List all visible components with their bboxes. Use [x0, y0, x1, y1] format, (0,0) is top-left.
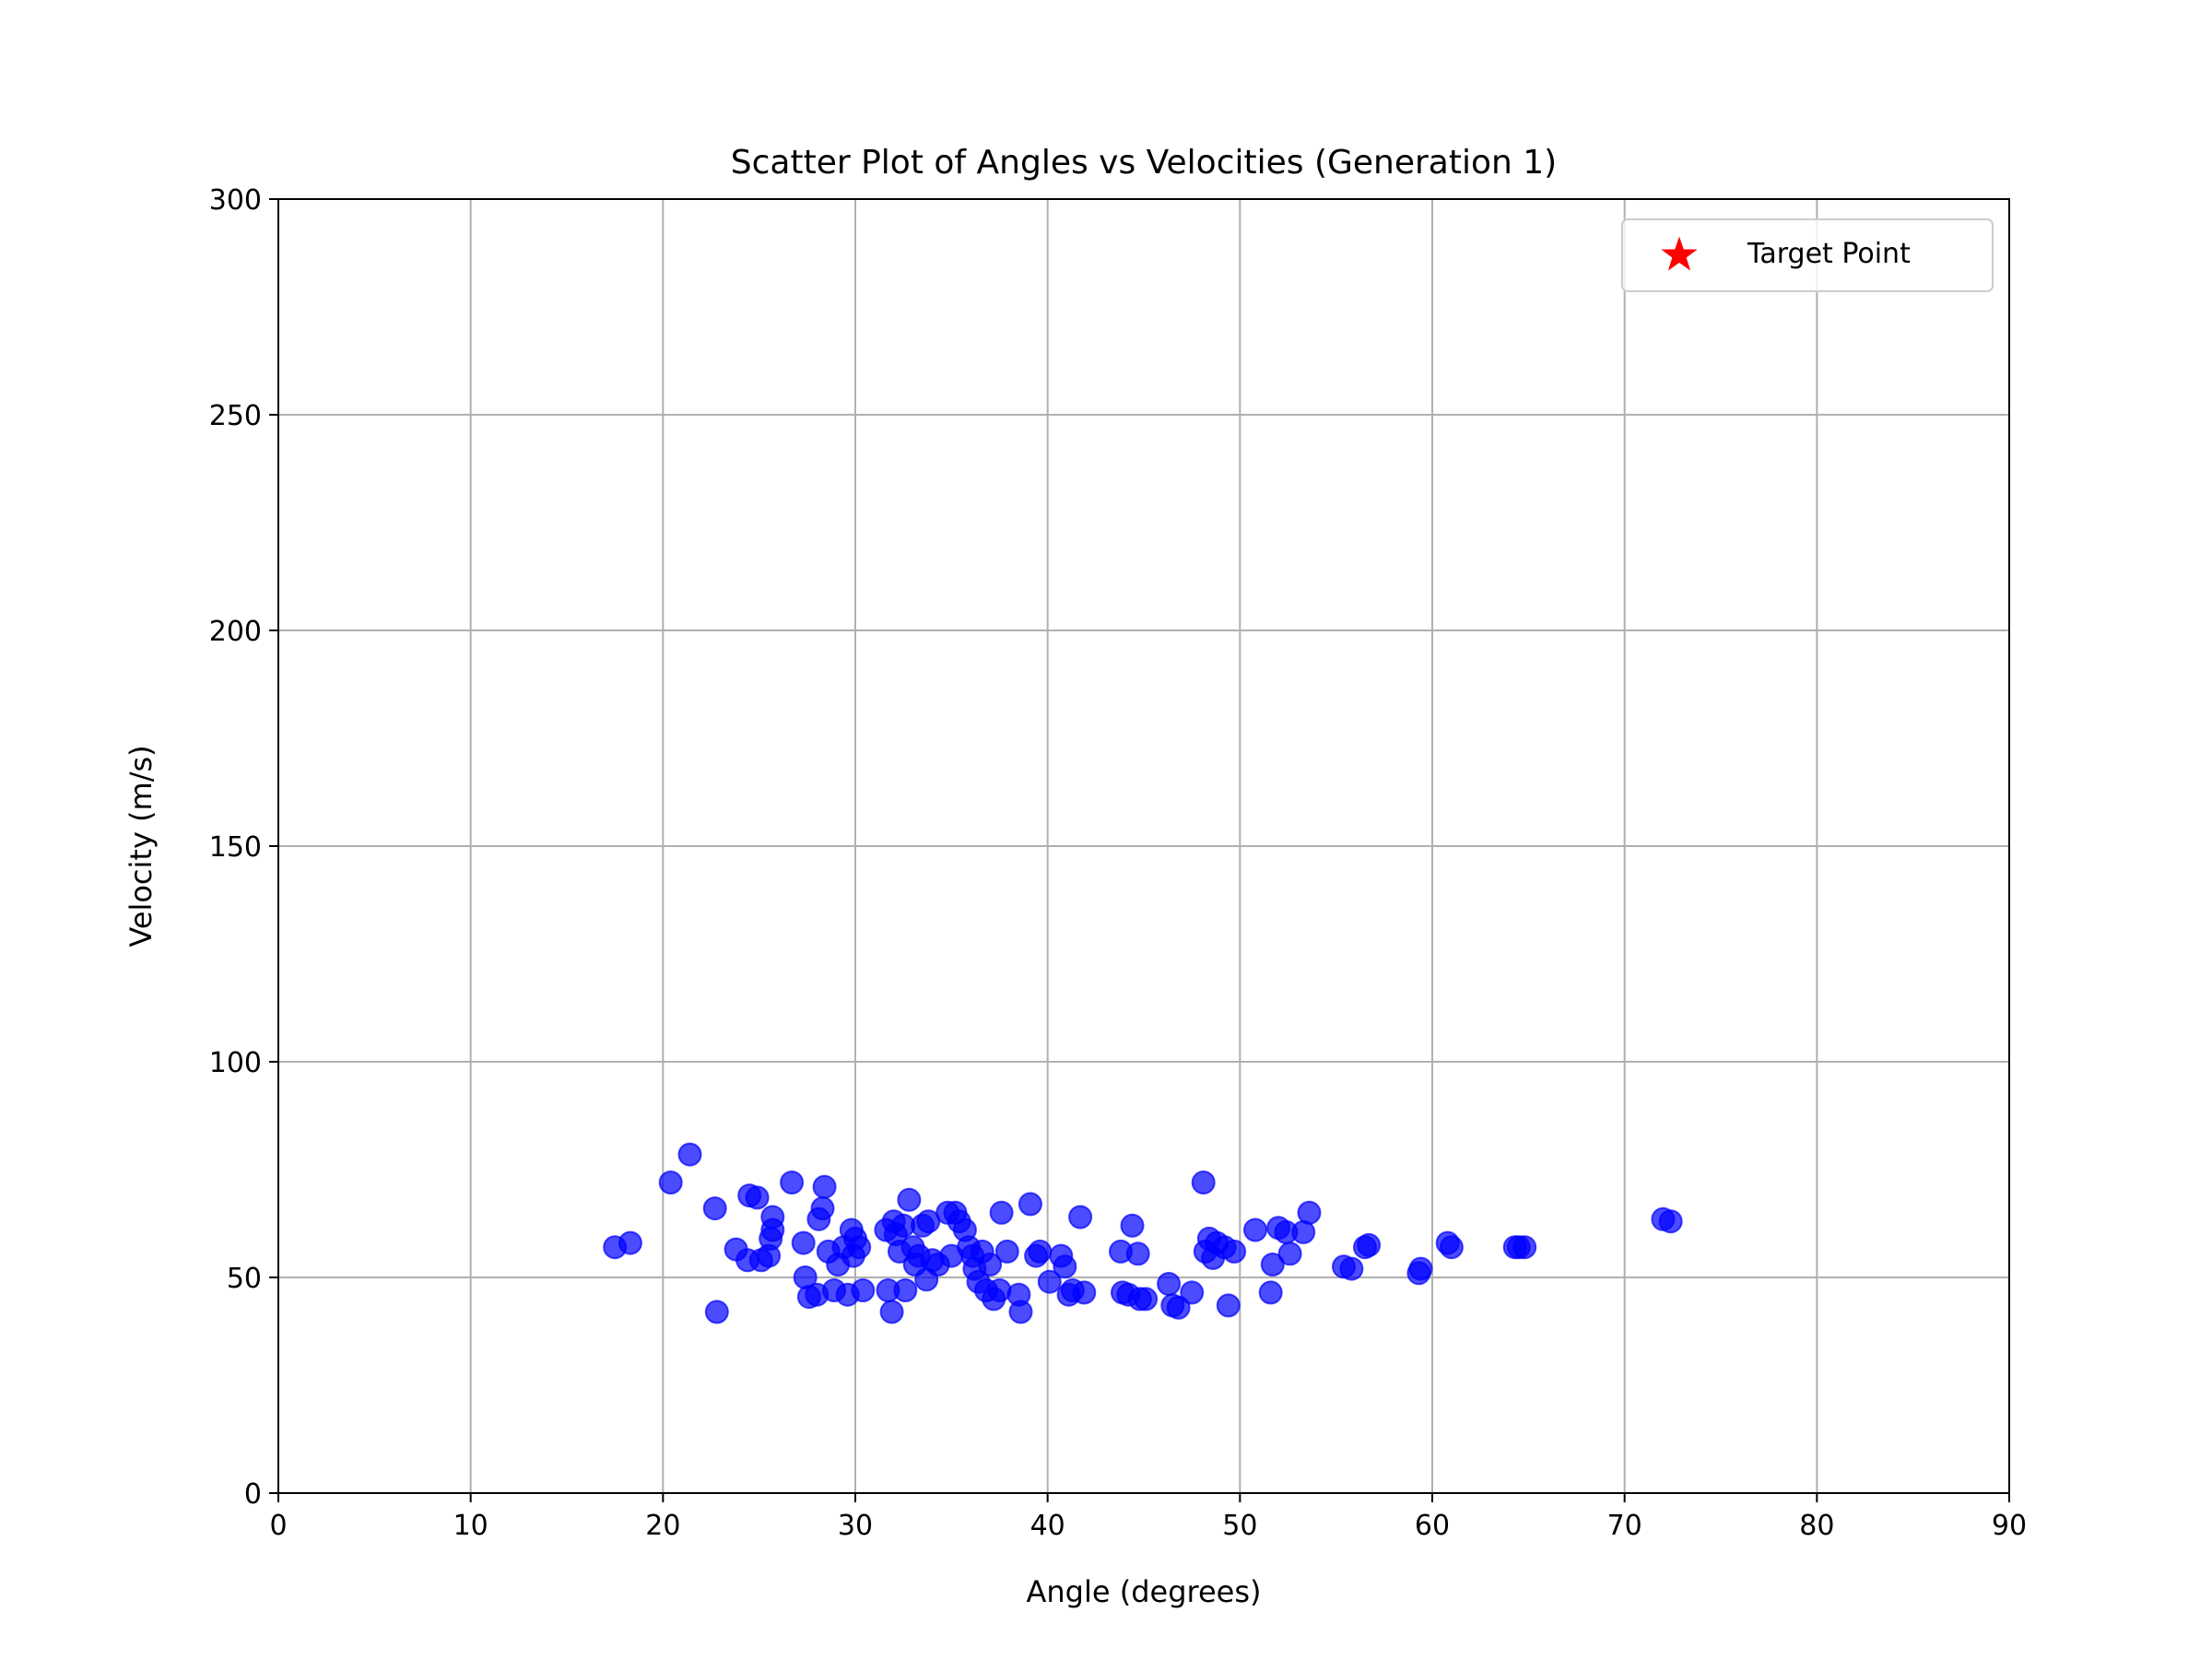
legend-label-target-point: Target Point	[1747, 238, 1911, 270]
scatter-point	[1439, 1235, 1464, 1260]
scatter-point	[1018, 1192, 1042, 1217]
scatter-point	[879, 1300, 904, 1324]
y-tick-label: 150	[209, 831, 262, 864]
x-tick-label: 40	[1030, 1510, 1065, 1542]
x-tick-label: 60	[1415, 1510, 1450, 1542]
scatter-point	[1191, 1171, 1216, 1194]
scatter-point	[618, 1230, 642, 1255]
scatter-point	[1258, 1280, 1283, 1305]
scatter-point	[1222, 1239, 1247, 1264]
scatter-point	[989, 1200, 1014, 1225]
scatter-point	[791, 1230, 816, 1255]
axis-ticks: 0 10 20 30 40 50 60 70 80 90 0 50 100 150 200 250 300	[209, 184, 2027, 1542]
y-tick-label: 100	[209, 1047, 262, 1079]
scatter-point	[994, 1239, 1019, 1264]
x-tick-label: 10	[453, 1510, 488, 1542]
scatter-point	[780, 1171, 805, 1194]
scatter-point	[978, 1253, 1003, 1277]
x-tick-label: 50	[1222, 1510, 1257, 1542]
scatter-point	[702, 1196, 727, 1221]
scatter-point	[1166, 1295, 1191, 1320]
scatter-point	[1512, 1235, 1537, 1260]
x-tick-label: 80	[1799, 1510, 1834, 1542]
scatter-point	[810, 1196, 835, 1221]
scatter-point	[893, 1278, 918, 1302]
x-tick-label: 90	[1992, 1510, 2027, 1542]
scatter-point	[677, 1142, 702, 1167]
scatter-point	[658, 1171, 683, 1194]
scatter-point	[1037, 1269, 1062, 1294]
legend-box	[1621, 218, 1994, 292]
x-tick-label: 0	[269, 1510, 287, 1542]
scatter-point	[987, 1278, 1012, 1302]
scatter-point	[1357, 1232, 1382, 1257]
scatter-point	[1072, 1280, 1097, 1305]
y-tick-label: 200	[209, 616, 262, 648]
scatter-point	[847, 1235, 872, 1260]
scatter-point	[745, 1185, 770, 1210]
scatter-point	[1125, 1241, 1150, 1266]
scatter-point	[897, 1187, 922, 1212]
scatter-point	[1134, 1287, 1159, 1312]
scatter-point	[1243, 1218, 1267, 1242]
x-tick-label: 30	[838, 1510, 873, 1542]
legend: Target Point	[1621, 218, 1994, 292]
scatter-point	[1028, 1239, 1053, 1264]
target-point-star-icon	[1661, 236, 1698, 271]
scatter-point	[812, 1174, 837, 1199]
x-tick-label: 70	[1607, 1510, 1642, 1542]
y-tick-label: 300	[209, 184, 262, 217]
scatter-point	[1339, 1256, 1364, 1281]
scatter-point	[1157, 1272, 1182, 1296]
scatter-point	[1408, 1256, 1433, 1281]
chart-title: Scatter Plot of Angles vs Velocities (Ge…	[731, 144, 1557, 182]
scatter-point	[1277, 1241, 1302, 1266]
y-axis-label: Velocity (m/s)	[124, 745, 159, 947]
y-tick-label: 250	[209, 400, 262, 432]
y-tick-label: 50	[227, 1263, 262, 1295]
scatter-point	[1260, 1253, 1285, 1277]
scatter-point	[1068, 1205, 1093, 1230]
data-points	[603, 1142, 1683, 1324]
scatter-point	[1658, 1209, 1683, 1234]
scatter-point	[760, 1205, 785, 1230]
x-axis-label: Angle (degrees)	[1026, 1574, 1261, 1609]
x-tick-label: 20	[645, 1510, 680, 1542]
scatter-point	[1180, 1280, 1205, 1305]
scatter-point	[1297, 1200, 1322, 1225]
scatter-point	[1008, 1300, 1033, 1324]
scatter-point	[851, 1278, 876, 1302]
scatter-point	[1216, 1293, 1241, 1318]
scatter-point	[1053, 1254, 1077, 1279]
y-tick-label: 0	[244, 1478, 262, 1511]
scatter-point	[1120, 1213, 1145, 1238]
scatter-point	[704, 1300, 729, 1324]
